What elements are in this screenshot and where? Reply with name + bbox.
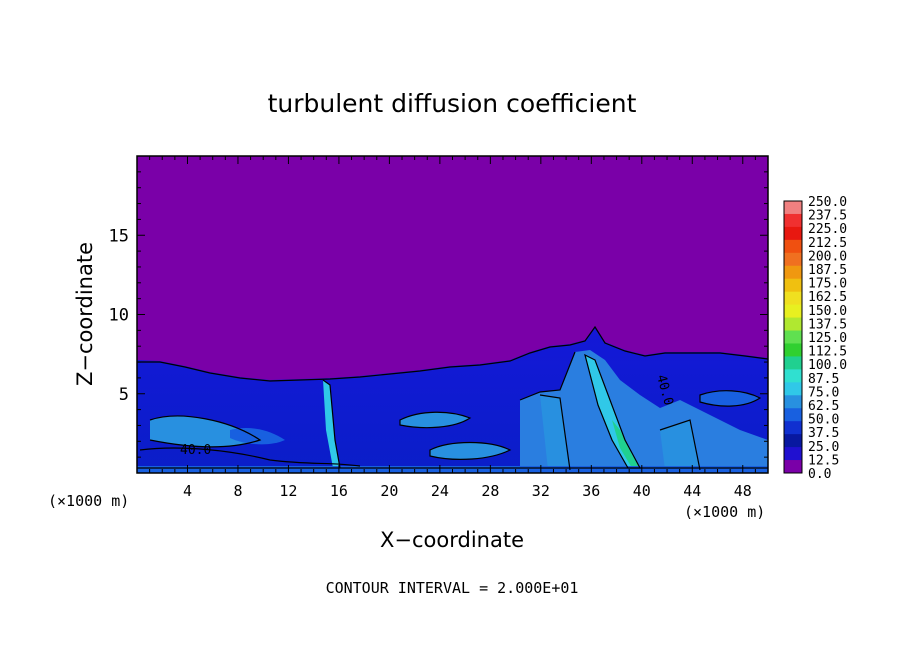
eddy xyxy=(230,428,285,445)
colorbar-label: 112.5 xyxy=(808,345,847,360)
x-tick-label: 20 xyxy=(380,482,398,500)
colorbar-swatch xyxy=(784,213,802,228)
colorbar-label: 162.5 xyxy=(808,290,847,305)
colorbar-label: 250.0 xyxy=(808,195,847,210)
colorbar-swatch xyxy=(784,239,802,254)
x-units-left: (×1000 m) xyxy=(48,492,129,510)
high-diffusion-region xyxy=(520,350,768,473)
x-tick-label: 48 xyxy=(734,482,752,500)
colorbar-label: 75.0 xyxy=(808,385,839,400)
x-tick-label: 24 xyxy=(431,482,449,500)
chart-title: turbulent diffusion coefficient xyxy=(268,89,637,118)
colorbar-swatch xyxy=(784,421,802,435)
colorbar-swatch xyxy=(784,291,802,306)
colorbar-label: 25.0 xyxy=(808,440,839,455)
colorbar-label: 100.0 xyxy=(808,358,847,373)
turbulence-field xyxy=(137,325,768,473)
x-tick-label: 4 xyxy=(183,482,192,500)
colorbar-swatch xyxy=(784,395,802,409)
x-tick-label: 44 xyxy=(683,482,701,500)
colorbar-swatch xyxy=(784,304,802,319)
x-axis: 4 8 12 16 20 24 28 32 36 40 44 48 xyxy=(149,156,756,500)
colorbar-swatch xyxy=(784,226,802,241)
colorbar-label: 50.0 xyxy=(808,413,839,428)
colorbar-label: 237.5 xyxy=(808,209,847,224)
core-streak xyxy=(585,355,640,468)
x-tick-label: 8 xyxy=(233,482,242,500)
colorbar-swatch xyxy=(784,447,802,461)
colorbar-swatch xyxy=(784,201,802,215)
x-tick-label: 12 xyxy=(279,482,297,500)
colorbar-swatch xyxy=(784,330,802,344)
colorbar-swatch xyxy=(784,317,802,332)
eddy xyxy=(400,412,470,428)
colorbar-label: 212.5 xyxy=(808,236,847,251)
y-tick-label: 10 xyxy=(109,306,129,326)
colorbar-swatch xyxy=(784,382,802,396)
x-units-right: (×1000 m) xyxy=(684,503,765,521)
x-tick-label: 28 xyxy=(481,482,499,500)
contour-label: 40.0 xyxy=(180,443,211,458)
colorbar-swatch xyxy=(784,343,802,357)
colorbar-label: 37.5 xyxy=(808,426,839,441)
colorbar-label: 87.5 xyxy=(808,372,839,387)
colorbar-label: 200.0 xyxy=(808,249,847,264)
eddy xyxy=(150,416,260,447)
colorbar-label: 150.0 xyxy=(808,304,847,319)
contour-lines xyxy=(137,325,768,471)
x-tick-label: 40 xyxy=(633,482,651,500)
colorbar-swatch xyxy=(784,278,802,293)
colorbar-label: 225.0 xyxy=(808,222,847,237)
colorbar-label: 137.5 xyxy=(808,317,847,332)
colorbar-label: 12.5 xyxy=(808,453,839,468)
colorbar-swatch xyxy=(784,408,802,422)
contour-interval-note: CONTOUR INTERVAL = 2.000E+01 xyxy=(326,579,579,597)
colorbar-swatch xyxy=(784,434,802,448)
colorbar-label: 0.0 xyxy=(808,467,831,482)
eddy xyxy=(430,442,510,460)
colorbar-label: 125.0 xyxy=(808,331,847,346)
x-axis-label: X−coordinate xyxy=(380,528,524,552)
y-tick-label: 15 xyxy=(109,226,129,246)
colorbar-label: 175.0 xyxy=(808,277,847,292)
colorbar-label: 187.5 xyxy=(808,263,847,278)
colorbar-swatch xyxy=(784,460,802,474)
y-axis-label: Z−coordinate xyxy=(73,242,97,386)
streak xyxy=(540,395,570,470)
colorbar: 250.0237.5225.0212.5200.0187.5175.0162.5… xyxy=(783,195,847,482)
colorbar-swatch xyxy=(784,356,802,370)
x-tick-label: 36 xyxy=(582,482,600,500)
colorbar-swatch xyxy=(784,265,802,280)
eddy xyxy=(700,390,760,407)
x-tick-label: 16 xyxy=(330,482,348,500)
streak xyxy=(660,420,700,470)
colorbar-frame xyxy=(783,200,803,474)
core-streak xyxy=(612,420,640,468)
colorbar-swatch xyxy=(784,252,802,267)
y-axis: 5 10 15 xyxy=(109,171,768,458)
colorbar-swatch xyxy=(784,369,802,383)
x-tick-label: 32 xyxy=(532,482,550,500)
colorbar-label: 62.5 xyxy=(808,399,839,414)
y-tick-label: 5 xyxy=(119,385,129,405)
